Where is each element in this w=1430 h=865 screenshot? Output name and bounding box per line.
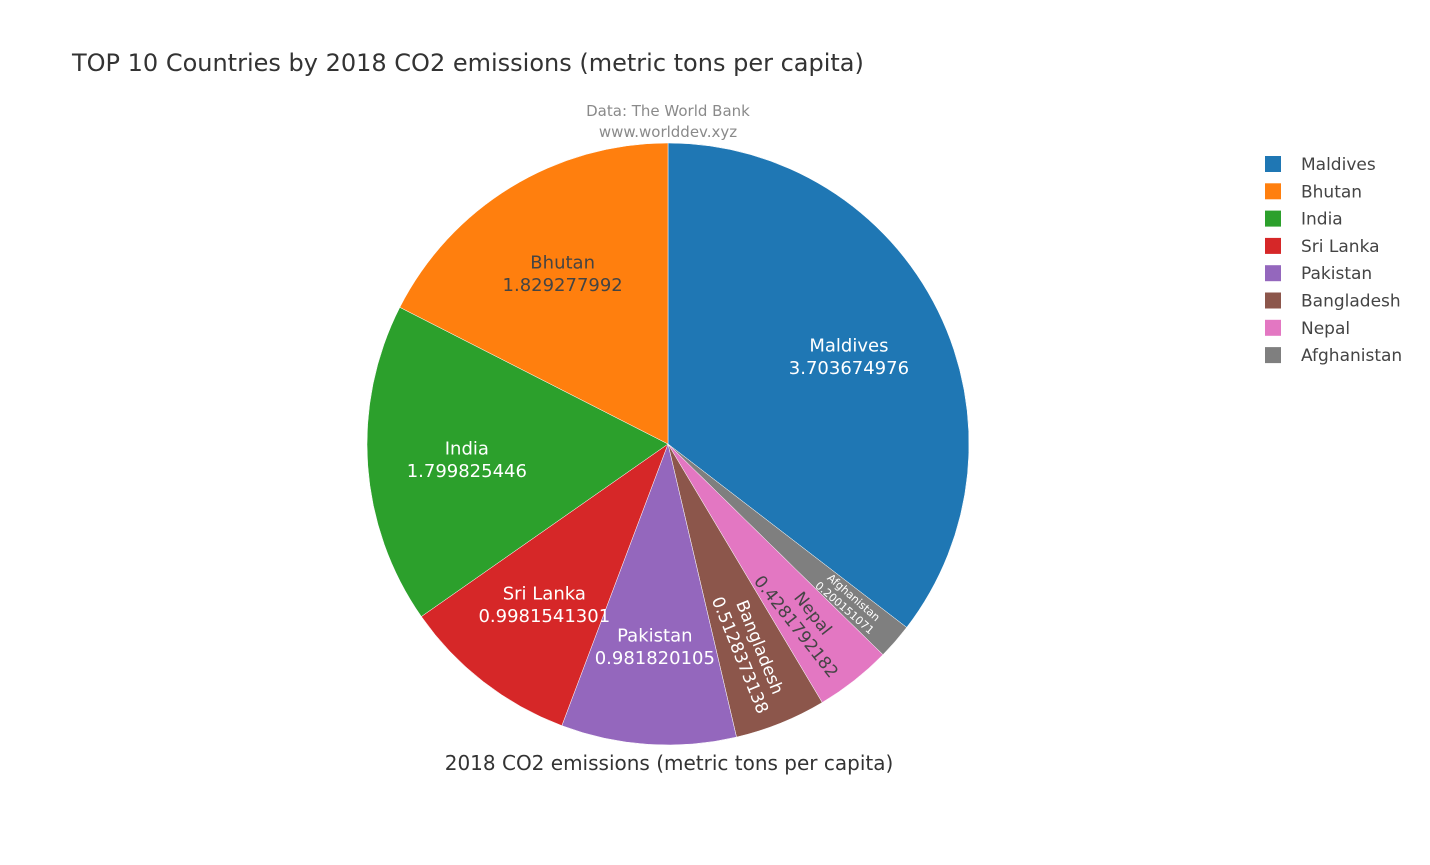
legend-item-pakistan[interactable]: Pakistan <box>1265 264 1372 284</box>
chart-subtitle-website: www.worlddev.xyz <box>599 123 737 141</box>
legend-item-afghanistan[interactable]: Afghanistan <box>1265 346 1402 366</box>
legend-swatch <box>1265 237 1281 254</box>
pie-slice-value-label: 3.703674976 <box>789 358 909 379</box>
pie-slice-sri-lanka <box>421 443 669 726</box>
pie-slice-value-label: 1.829277992 <box>503 275 623 296</box>
pie-slice-india <box>366 306 669 617</box>
legend-label: Afghanistan <box>1301 346 1402 366</box>
legend-swatch <box>1265 183 1281 200</box>
legend-item-sri-lanka[interactable]: Sri Lanka <box>1265 237 1380 257</box>
legend-label: Pakistan <box>1301 264 1372 284</box>
legend-label: Bhutan <box>1301 182 1362 202</box>
legend-swatch <box>1265 292 1281 309</box>
legend-item-india[interactable]: India <box>1265 210 1343 230</box>
pie-slice-value-label: 0.981820105 <box>595 648 715 669</box>
chart-x-axis-label: 2018 CO2 emissions (metric tons per capi… <box>445 751 894 775</box>
pie-slice-maldives <box>667 142 970 628</box>
legend-label: Nepal <box>1301 319 1350 339</box>
legend-label: Maldives <box>1301 155 1376 175</box>
pie-slice-value-label: 1.799825446 <box>407 461 527 482</box>
pie-slice-name-label: India <box>445 438 489 459</box>
pie-slices <box>366 142 970 746</box>
legend-item-bhutan[interactable]: Bhutan <box>1265 182 1362 202</box>
pie-slice-value-label: 0.9981541301 <box>478 606 610 627</box>
pie-slice-bhutan <box>399 142 669 445</box>
legend-swatch <box>1265 210 1281 227</box>
pie-slice-name-label: Pakistan <box>617 626 692 647</box>
legend-item-maldives[interactable]: Maldives <box>1265 155 1376 175</box>
pie-slice-pakistan <box>561 443 737 746</box>
pie-slice-name-label: Bhutan <box>530 252 595 273</box>
pie-slice-name-label: Maldives <box>809 335 888 356</box>
legend-item-nepal[interactable]: Nepal <box>1265 319 1350 339</box>
chart-subtitle-source: Data: The World Bank <box>586 102 750 120</box>
legend-swatch <box>1265 347 1281 364</box>
legend-label: Bangladesh <box>1301 292 1401 312</box>
legend-item-bangladesh[interactable]: Bangladesh <box>1265 292 1401 312</box>
legend-swatch <box>1265 319 1281 336</box>
legend-label: India <box>1301 210 1343 230</box>
legend-swatch <box>1265 265 1281 282</box>
legend-label: Sri Lanka <box>1301 237 1380 257</box>
chart-title: TOP 10 Countries by 2018 CO2 emissions (… <box>71 49 864 77</box>
pie-slice-name-label: Sri Lanka <box>503 584 586 605</box>
chart-legend: Maldives Bhutan India Sri Lanka Pakistan Bang… <box>1265 155 1402 366</box>
legend-swatch <box>1265 156 1281 172</box>
